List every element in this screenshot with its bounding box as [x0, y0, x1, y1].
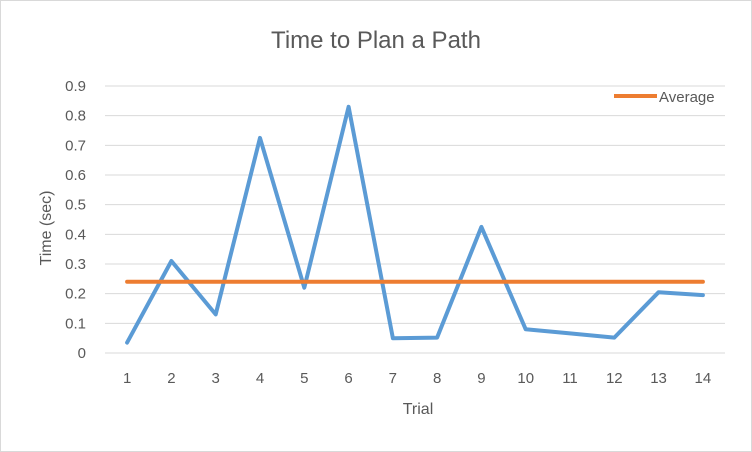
legend: Average: [614, 89, 715, 106]
x-tick-label: 4: [256, 370, 264, 387]
x-tick-label: 10: [517, 370, 534, 387]
x-tick-label: 7: [389, 370, 397, 387]
x-tick-label: 6: [344, 370, 352, 387]
chart-title: Time to Plan a Path: [271, 27, 481, 54]
y-tick-label: 0.6: [65, 167, 86, 184]
legend-label-average: Average: [659, 89, 715, 106]
x-tick-label: 2: [167, 370, 175, 387]
y-tick-label: 0.8: [65, 108, 86, 125]
x-tick-label: 13: [650, 370, 667, 387]
x-tick-label: 1: [123, 370, 131, 387]
gridlines: [105, 85, 725, 354]
y-tick-label: 0: [78, 345, 86, 362]
y-tick-label: 0.9: [65, 78, 86, 95]
y-tick-label: 0.4: [65, 226, 86, 243]
x-tick-label: 9: [477, 370, 485, 387]
y-tick-label: 0.5: [65, 197, 86, 214]
x-tick-label: 11: [562, 370, 578, 387]
x-tick-label: 8: [433, 370, 441, 387]
series-line-time: [125, 104, 705, 345]
x-tick-label: 5: [300, 370, 308, 387]
x-tick-label: 12: [606, 370, 623, 387]
y-axis-ticks: 0 0.1 0.2 0.3 0.4 0.5 0.6 0.7 0.8 0.9: [65, 78, 86, 362]
series-group: [125, 104, 705, 345]
x-tick-label: 14: [695, 370, 712, 387]
x-tick-label: 3: [212, 370, 220, 387]
x-axis-ticks: 1 2 3 4 5 6 7 8 9 10 11 12 13 14: [123, 370, 711, 387]
y-tick-label: 0.1: [65, 315, 86, 332]
x-axis-label: Trial: [403, 401, 434, 418]
y-axis-label: Time (sec): [38, 191, 55, 266]
y-tick-label: 0.2: [65, 286, 86, 303]
y-tick-label: 0.3: [65, 256, 86, 273]
y-tick-label: 0.7: [65, 137, 86, 154]
